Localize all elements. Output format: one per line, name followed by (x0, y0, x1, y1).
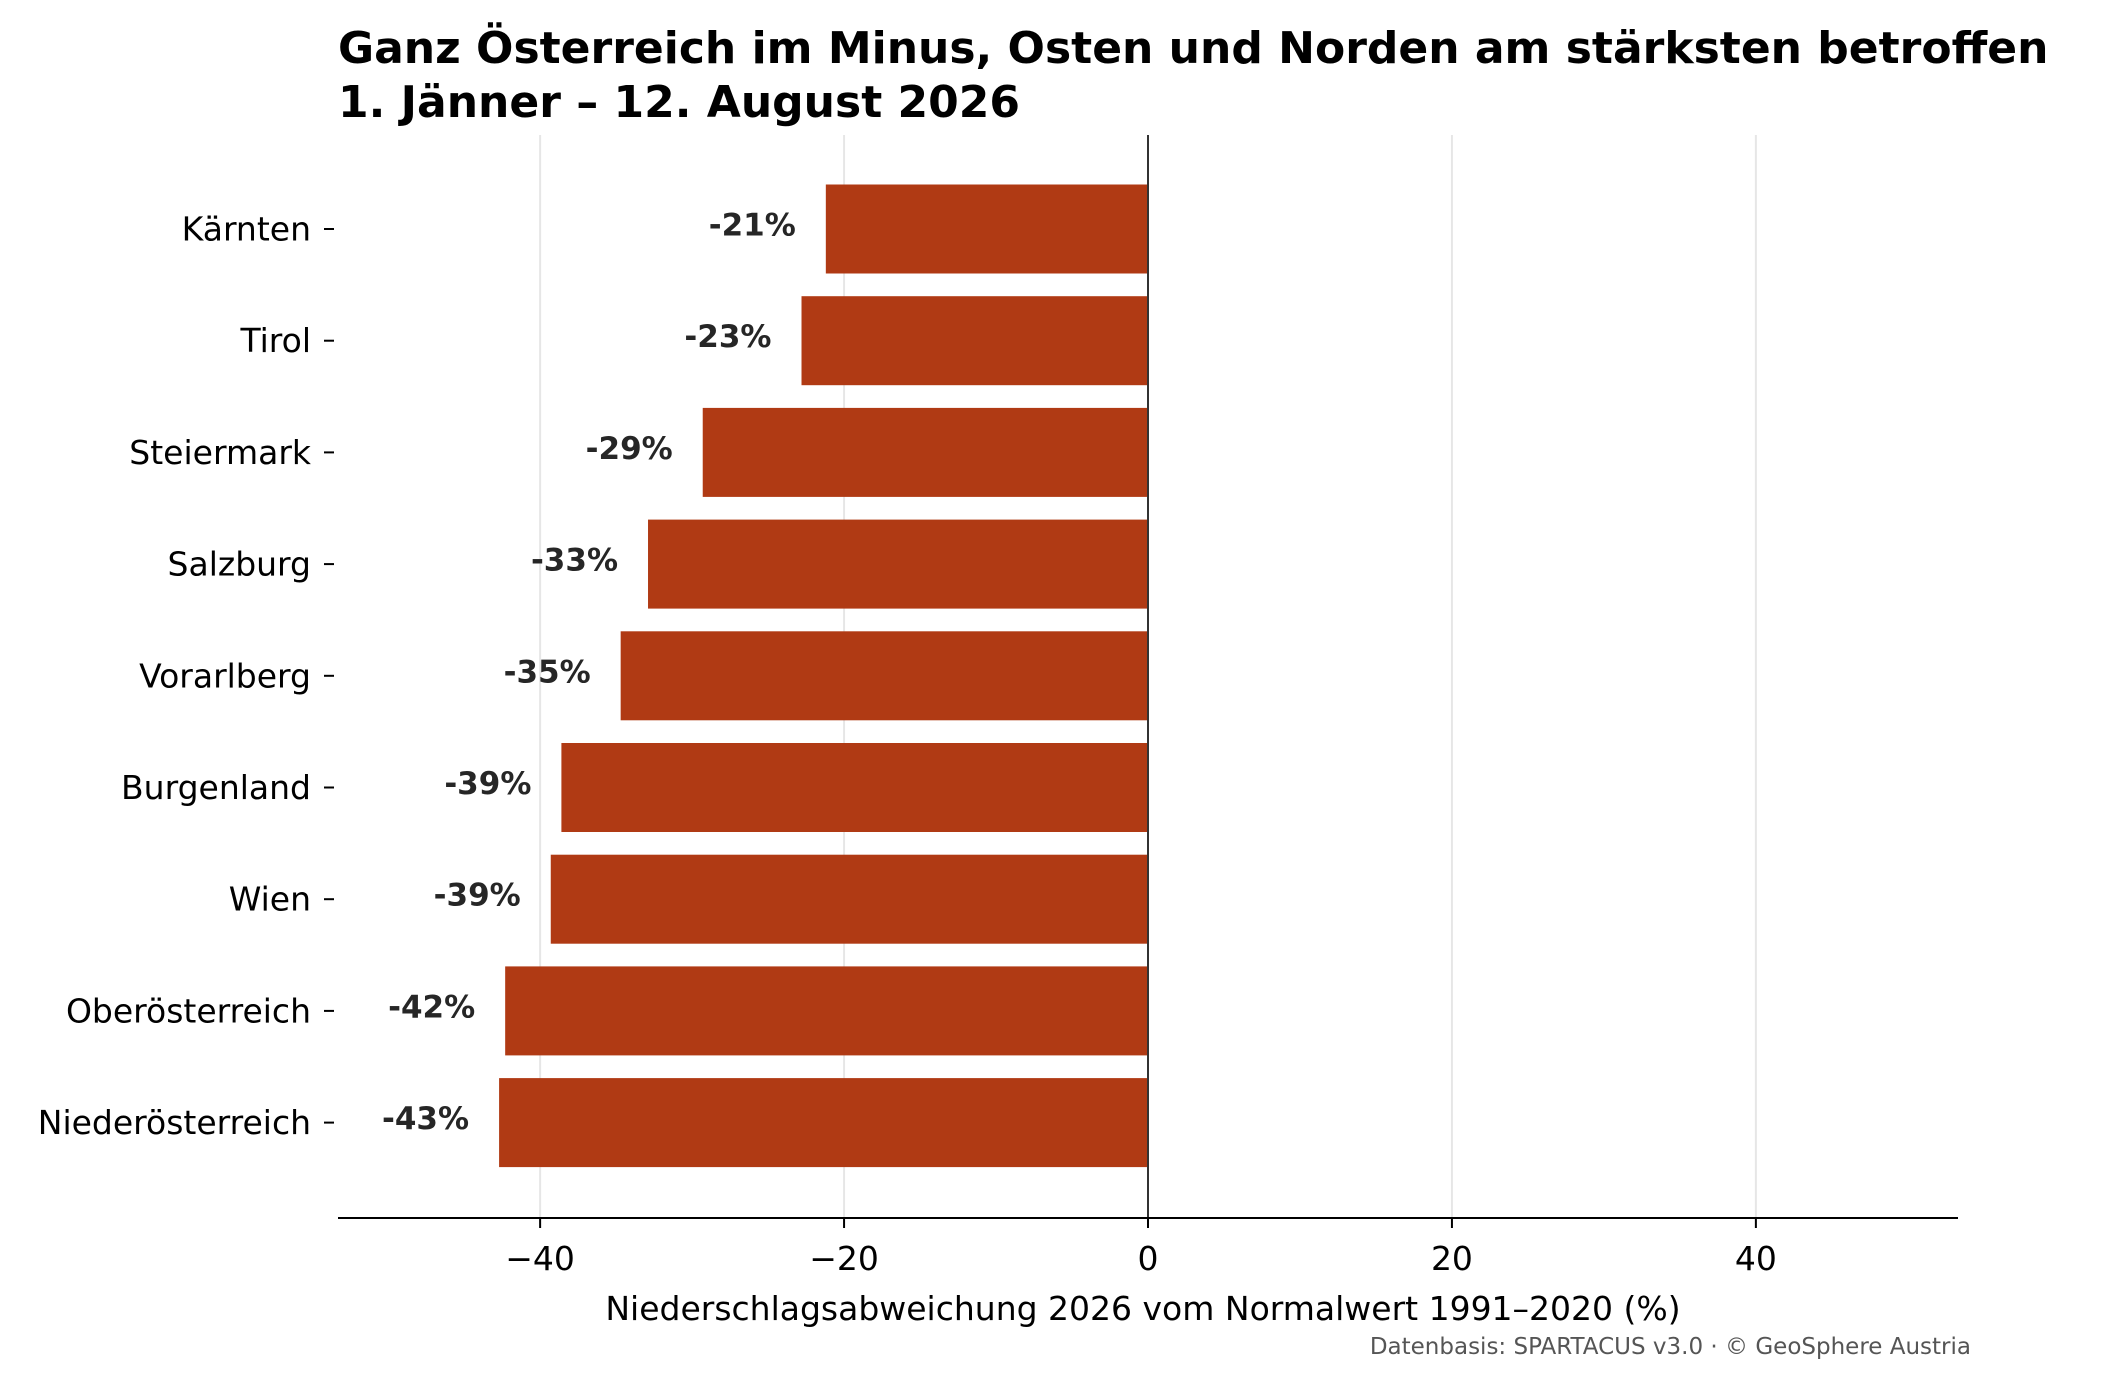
y-tick-label-wien: Wien (229, 880, 311, 919)
x-tick-label--20: −20 (809, 1239, 879, 1278)
data-label-niederösterreich: -43% (382, 1101, 469, 1137)
chart-title-main: Ganz Österreich im Minus, Osten und Nord… (338, 23, 2049, 74)
data-label-kärnten: -21% (709, 208, 796, 244)
x-axis-label: Niederschlagsabweichung 2026 vom Normalw… (605, 1289, 1680, 1328)
chart-title: Ganz Österreich im Minus, Osten und Nord… (338, 22, 2048, 130)
y-tick-label-kärnten: Kärnten (182, 210, 311, 249)
chart-subtitle: 1. Jänner – 12. August 2026 (338, 77, 1020, 128)
y-axis: Kärnten Tirol Steiermark Salzburg Vorarlberg… (38, 210, 334, 1142)
bars (499, 184, 1149, 1168)
data-label-tirol: -23% (684, 319, 771, 355)
x-tick-label-0: 0 (1138, 1239, 1159, 1278)
y-tick-label-oberösterreich: Oberösterreich (66, 991, 311, 1030)
bar-vorarlberg (620, 631, 1148, 721)
bar-steiermark (702, 407, 1148, 497)
bar-kärnten (825, 184, 1148, 274)
bar-burgenland (561, 743, 1148, 832)
x-tick-label--40: −40 (505, 1239, 575, 1278)
x-axis: −40 −20 0 20 40 (338, 1217, 1958, 1278)
data-label-wien: -39% (434, 878, 521, 914)
y-tick-label-steiermark: Steiermark (129, 433, 312, 472)
data-labels: -21% -23% -29% -33% -35% -39% -39% -42% -43% (382, 208, 796, 1138)
data-label-steiermark: -29% (586, 431, 673, 467)
bar-oberösterreich (505, 966, 1148, 1056)
bar-wien (550, 854, 1148, 944)
bar-niederösterreich (499, 1078, 1149, 1168)
x-tick-label-40: 40 (1735, 1239, 1777, 1278)
y-tick-label-tirol: Tirol (239, 321, 311, 360)
data-label-salzburg: -33% (531, 543, 618, 579)
y-tick-label-vorarlberg: Vorarlberg (139, 656, 311, 695)
bar-salzburg (648, 519, 1148, 609)
data-label-burgenland: -39% (444, 766, 531, 802)
y-tick-label-salzburg: Salzburg (168, 545, 311, 584)
data-label-oberösterreich: -42% (388, 989, 475, 1025)
bar-tirol (801, 296, 1148, 386)
x-tick-label-20: 20 (1431, 1239, 1473, 1278)
y-tick-label-burgenland: Burgenland (121, 768, 311, 807)
source-note: Datenbasis: SPARTACUS v3.0 · © GeoSphere… (1370, 1334, 1971, 1360)
y-tick-label-niederösterreich: Niederösterreich (38, 1103, 311, 1142)
data-label-vorarlberg: -35% (504, 654, 591, 690)
